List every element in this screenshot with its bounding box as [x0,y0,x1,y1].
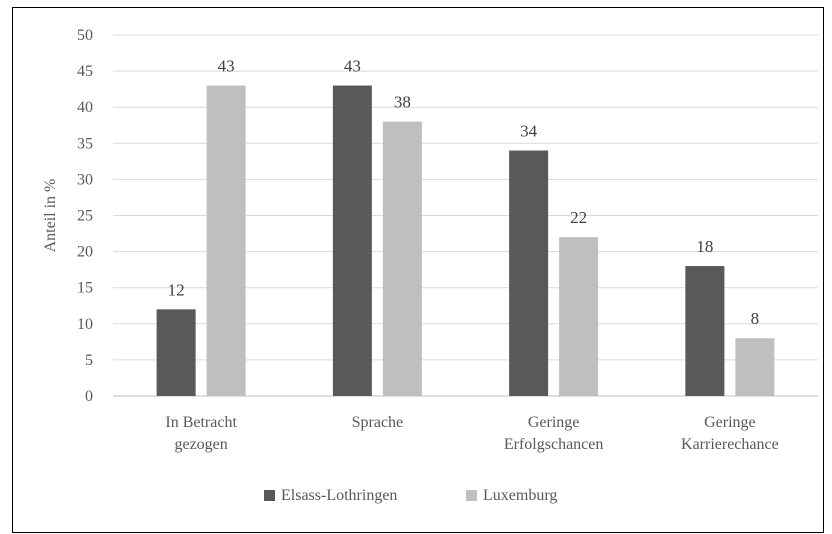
y-tick-label: 20 [77,244,93,261]
x-tick-label: Erfolgschancen [504,436,604,453]
data-label: 34 [520,122,538,141]
bar [332,85,372,396]
bar [685,266,725,396]
y-tick-label: 35 [77,135,93,152]
y-tick-label: 30 [77,171,93,188]
x-tick-label: Geringe [704,414,756,431]
data-label: 18 [696,237,713,256]
data-label: 43 [344,57,361,76]
y-tick-label: 10 [77,316,93,333]
data-label: 38 [394,93,411,112]
chart-frame [12,7,824,533]
data-label: 43 [218,57,235,76]
legend-swatch [264,490,275,501]
y-tick-label: 50 [77,27,93,44]
bar [559,237,599,396]
y-axis-label: Anteil in % [42,179,59,253]
bar [156,309,196,396]
y-tick-label: 45 [77,63,93,80]
bar [509,150,549,396]
data-label: 12 [168,280,185,299]
bar [735,338,775,396]
x-tick-label: In Betracht [165,414,237,431]
y-tick-label: 25 [77,208,93,225]
y-tick-label: 5 [85,352,93,369]
x-tick-label: gezogen [174,436,227,453]
legend-swatch [466,490,477,501]
bar [206,85,246,396]
y-tick-label: 40 [77,99,93,116]
data-label: 8 [751,309,760,328]
x-tick-label: Sprache [352,414,404,431]
data-label: 22 [570,208,587,227]
y-tick-label: 15 [77,280,93,297]
x-tick-label: Karrierechance [681,436,779,453]
x-tick-label: Geringe [528,414,580,431]
y-tick-label: 0 [85,388,93,405]
legend-label: Elsass-Lothringen [281,487,397,504]
bar [382,121,422,396]
legend-label: Luxemburg [483,487,557,504]
